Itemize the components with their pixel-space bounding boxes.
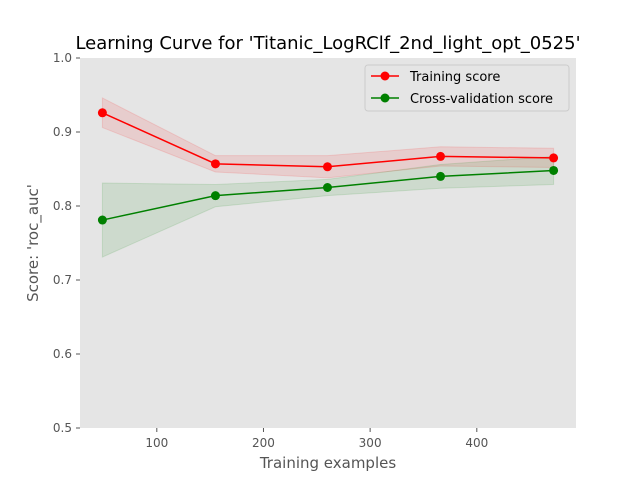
legend-label-cv: Cross-validation score bbox=[410, 92, 553, 107]
y-tick-label-0: 0.5 bbox=[53, 421, 72, 435]
series-1-point-4 bbox=[549, 165, 559, 175]
x-tick-label-1: 200 bbox=[252, 436, 275, 450]
legend: Training score Cross-validation score bbox=[364, 64, 570, 112]
series-1-point-2 bbox=[322, 183, 332, 192]
legend-marker-cv bbox=[380, 93, 390, 103]
y-tick-label-5: 1.0 bbox=[53, 51, 72, 65]
legend-label-training: Training score bbox=[409, 70, 500, 85]
series-0-point-4 bbox=[549, 153, 559, 163]
series-1-point-1 bbox=[210, 191, 220, 201]
series-0-point-1 bbox=[210, 159, 220, 169]
x-axis: 100 200 300 400 bbox=[145, 428, 488, 450]
x-tick-label-0: 100 bbox=[145, 436, 168, 450]
series-0-point-0 bbox=[97, 108, 107, 118]
y-tick-label-2: 0.7 bbox=[53, 273, 72, 287]
series-markers bbox=[97, 108, 559, 225]
y-axis: 0.5 0.6 0.7 0.8 0.9 1.0 bbox=[53, 51, 80, 435]
series-1-band bbox=[101, 155, 555, 258]
plot-area bbox=[80, 58, 576, 428]
y-tick-label-3: 0.8 bbox=[53, 199, 72, 213]
series-0-point-3 bbox=[436, 151, 446, 161]
x-tick-label-2: 300 bbox=[359, 436, 382, 450]
x-tick-label-3: 400 bbox=[465, 436, 488, 450]
y-tick-label-1: 0.6 bbox=[53, 347, 72, 361]
y-tick-label-4: 0.9 bbox=[53, 125, 72, 139]
legend-marker-training bbox=[380, 71, 390, 81]
series-0-point-2 bbox=[322, 162, 332, 172]
chart-title: Learning Curve for 'Titanic_LogRClf_2nd_… bbox=[75, 33, 580, 54]
legend-box bbox=[364, 64, 570, 112]
series-1-point-0 bbox=[97, 215, 107, 225]
series-1-point-3 bbox=[436, 171, 446, 181]
y-axis-title: Score: 'roc_auc' bbox=[24, 184, 43, 302]
x-axis-title: Training examples bbox=[259, 454, 397, 472]
